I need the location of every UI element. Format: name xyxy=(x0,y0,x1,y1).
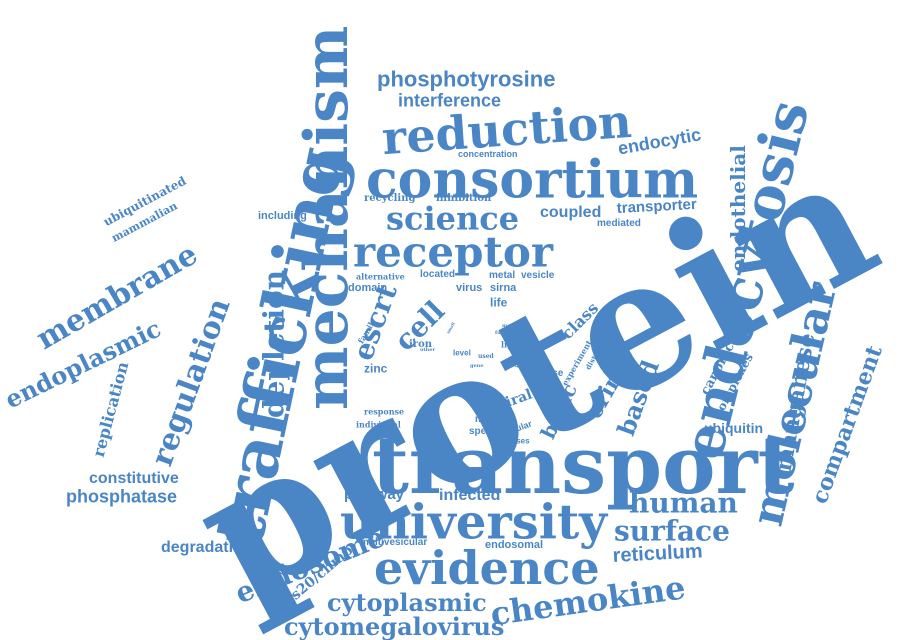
word-constitutive: constitutive xyxy=(89,470,179,488)
word-science: science xyxy=(386,199,520,238)
word-alternative: alternative xyxy=(356,271,405,282)
word-ligand: ligand xyxy=(501,339,530,350)
word-phosphotyrosine: phosphotyrosine xyxy=(377,66,556,92)
word-individual: individual xyxy=(356,419,401,430)
word-depletion: depletion xyxy=(257,269,291,418)
word-concentration: concentration xyxy=(458,148,518,159)
word-virus: virus xyxy=(456,282,483,295)
word-domain: domain xyxy=(348,282,388,295)
word-coupled: coupled xyxy=(540,204,602,222)
word-transporter: transporter xyxy=(616,195,698,217)
word-life: life xyxy=(490,295,508,310)
word-many: many xyxy=(475,414,502,425)
word-inhibition: inhibition xyxy=(436,193,492,204)
word-including: including xyxy=(258,210,307,223)
word-degradation: degradation xyxy=(161,539,253,557)
word-processes: processes xyxy=(490,436,530,446)
word-pathway: pathway xyxy=(344,486,405,503)
word-evidence: evidence xyxy=(374,541,600,596)
word-human: human xyxy=(629,486,738,520)
word-transport: transport xyxy=(372,418,795,512)
word-cytoplasmic: cytoplasmic xyxy=(327,587,487,617)
word-ligase: ligase xyxy=(535,368,564,379)
word-vesicle: vesicle xyxy=(521,270,555,281)
word-endosomal: endosomal xyxy=(485,539,544,552)
word-function: function xyxy=(495,330,519,336)
word-cytomegalovirus: cytomegalovirus xyxy=(284,611,505,640)
word-gene: gene xyxy=(470,363,484,369)
word-interference: interference xyxy=(398,90,502,111)
word-multivesicular: multivesicular xyxy=(360,537,428,548)
word-model: model xyxy=(502,323,520,329)
word-iron: iron xyxy=(409,339,433,350)
word-level: level xyxy=(453,348,471,358)
word-located: located xyxy=(420,269,456,280)
word-mediated: mediated xyxy=(597,218,641,229)
word-consortium: consortium xyxy=(366,149,699,211)
word-specific: specific xyxy=(469,426,507,437)
word-other: other xyxy=(420,347,436,353)
word-phosphatase: phosphatase xyxy=(66,486,178,507)
word-ubiquitin: ubiquitin xyxy=(704,419,764,436)
word-reticulum: reticulum xyxy=(612,540,704,567)
word-response: response xyxy=(364,406,405,417)
word-infected: infected xyxy=(439,487,501,505)
word-university: university xyxy=(340,494,608,551)
word-surface: surface xyxy=(614,514,730,548)
word-replication: replication xyxy=(88,359,133,460)
word-zinc: zinc xyxy=(364,361,388,376)
word-used: used xyxy=(478,353,494,361)
word-recycling: recycling xyxy=(364,193,416,204)
word-sirna: sirna xyxy=(490,282,517,295)
word-endothelial: endothelial xyxy=(726,145,750,272)
word-metal: metal xyxy=(489,270,516,281)
word-receptor: receptor xyxy=(353,227,554,277)
